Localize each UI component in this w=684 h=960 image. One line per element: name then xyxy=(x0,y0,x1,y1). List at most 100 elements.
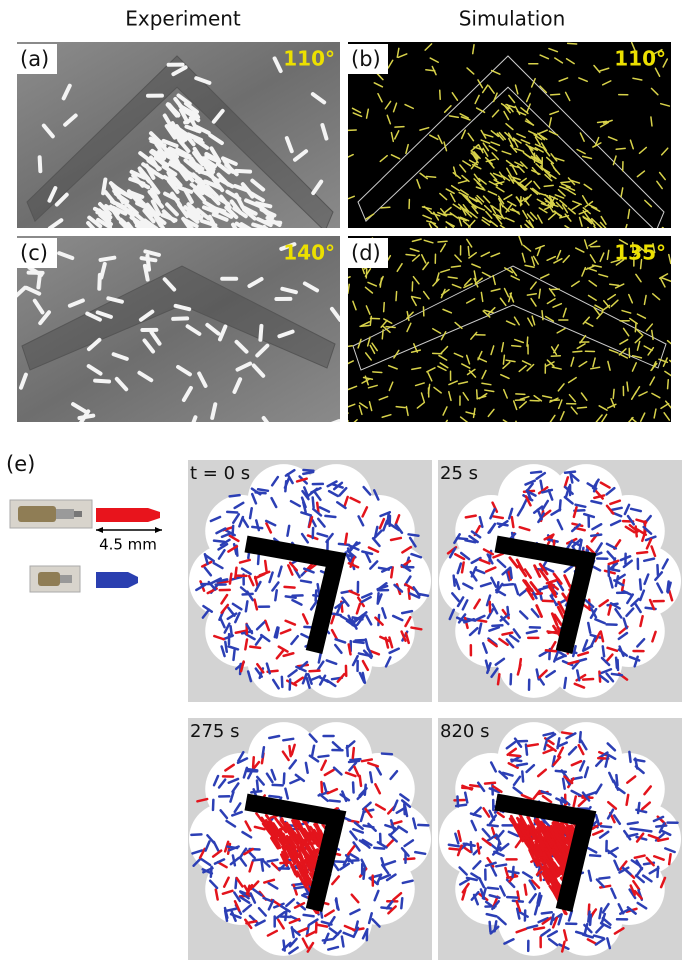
rod xyxy=(562,732,572,734)
rod xyxy=(663,228,666,236)
rod xyxy=(454,576,455,586)
rod xyxy=(449,845,459,846)
angle-label: 140° xyxy=(283,241,335,265)
rod xyxy=(262,747,263,757)
rod xyxy=(364,869,365,879)
rod xyxy=(339,413,348,415)
rod xyxy=(517,764,527,766)
rod xyxy=(485,783,495,784)
rod xyxy=(384,303,385,312)
figure: Experiment Simulation (a)110°(b)110°(c)1… xyxy=(0,0,684,960)
rod xyxy=(511,760,521,761)
rod xyxy=(512,517,514,527)
rod xyxy=(496,865,506,867)
rod xyxy=(599,877,609,878)
rod xyxy=(395,127,404,128)
rod xyxy=(230,495,240,496)
rod xyxy=(353,782,354,792)
rod xyxy=(551,94,560,95)
rod xyxy=(510,568,511,578)
rod xyxy=(382,330,383,339)
rod xyxy=(450,849,460,850)
frame: 820 s xyxy=(438,718,682,960)
bottom-panels: t = 0 s25 s275 s820 s xyxy=(188,460,682,960)
panel: (c)140° xyxy=(15,236,341,430)
panel: (d)135° xyxy=(339,236,677,430)
rod xyxy=(415,852,425,854)
rod xyxy=(668,380,669,389)
rod xyxy=(516,421,518,430)
rod xyxy=(310,671,320,672)
frame-content xyxy=(188,718,432,960)
rod xyxy=(590,855,600,856)
rod xyxy=(231,626,232,636)
rod xyxy=(519,659,520,669)
rod xyxy=(230,574,231,584)
rod xyxy=(330,800,340,801)
rod xyxy=(563,779,565,789)
frame-label: t = 0 s xyxy=(190,463,250,484)
rod xyxy=(550,400,559,401)
rod xyxy=(347,130,356,131)
rod xyxy=(318,584,320,594)
panel-content xyxy=(17,42,340,238)
rod xyxy=(247,769,257,770)
rod xyxy=(558,738,560,748)
rod xyxy=(283,739,293,740)
rod xyxy=(477,390,478,399)
rod xyxy=(262,861,263,871)
rod xyxy=(503,584,513,585)
rod xyxy=(638,803,639,813)
rod xyxy=(381,207,390,208)
rod xyxy=(275,590,276,600)
rod xyxy=(478,844,480,854)
rod xyxy=(225,642,226,652)
rod xyxy=(373,372,382,373)
rod xyxy=(641,830,651,831)
panel-label: (d) xyxy=(351,241,381,265)
rod xyxy=(303,470,313,471)
rod xyxy=(616,148,625,149)
rod xyxy=(561,182,570,183)
rod xyxy=(391,567,392,577)
rod xyxy=(257,781,258,791)
rod xyxy=(285,910,286,920)
rod xyxy=(269,796,279,797)
rod xyxy=(510,755,520,756)
rod xyxy=(528,744,538,746)
rod xyxy=(342,937,344,947)
rod xyxy=(631,829,641,830)
rod xyxy=(99,275,100,289)
rod xyxy=(382,754,392,755)
rod xyxy=(79,416,93,418)
rod xyxy=(356,640,366,641)
rod xyxy=(503,355,504,364)
rod xyxy=(362,759,372,761)
rod xyxy=(568,43,577,44)
rod xyxy=(258,554,259,564)
rod xyxy=(313,497,314,507)
rod xyxy=(260,326,261,340)
rod xyxy=(418,825,428,826)
angle-label: 110° xyxy=(283,47,335,71)
rod xyxy=(525,885,527,895)
rod xyxy=(245,639,247,649)
rod xyxy=(446,227,450,235)
rod xyxy=(543,601,553,602)
rod xyxy=(601,826,611,827)
rod xyxy=(396,292,397,301)
rod xyxy=(323,939,333,940)
rod xyxy=(527,337,528,346)
frame-content xyxy=(188,460,432,702)
rod xyxy=(370,772,372,782)
rod xyxy=(522,772,523,782)
rod xyxy=(284,773,285,783)
rod xyxy=(427,176,436,177)
frame-content xyxy=(438,718,682,960)
rod xyxy=(95,381,109,382)
rod xyxy=(573,351,582,352)
rod xyxy=(656,825,666,826)
rod xyxy=(345,534,347,544)
rod xyxy=(246,601,248,611)
rod xyxy=(354,642,364,643)
